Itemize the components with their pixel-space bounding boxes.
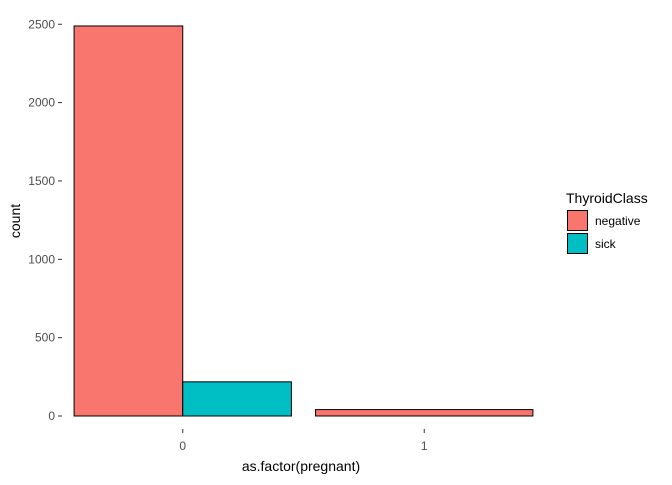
x-tick-label-0: 0 xyxy=(179,439,186,453)
legend-title: ThyroidClass xyxy=(566,190,648,206)
legend-items: negative sick xyxy=(567,210,641,254)
y-tick-label-2500: 2500 xyxy=(28,17,55,31)
y-tick-label-1500: 1500 xyxy=(28,174,55,188)
bar-negative-0 xyxy=(73,25,184,417)
y-tick-label-1000: 1000 xyxy=(28,252,55,266)
legend-label-sick: sick xyxy=(595,237,617,251)
legend-label-negative: negative xyxy=(595,214,641,228)
bar-sick-0 xyxy=(182,381,292,417)
legend-swatch-negative xyxy=(567,210,588,231)
y-axis: 0 500 1000 1500 2000 2500 xyxy=(28,17,62,423)
bars-layer xyxy=(73,25,534,417)
y-axis-title: count xyxy=(7,204,23,238)
y-tick-label-2000: 2000 xyxy=(28,96,55,110)
bar-negative-1 xyxy=(315,409,534,417)
legend: ThyroidClass negative sick xyxy=(566,190,648,254)
y-tick-label-0: 0 xyxy=(48,409,55,423)
x-tick-label-1: 1 xyxy=(421,439,428,453)
legend-swatch-sick xyxy=(567,233,588,254)
x-axis-title: as.factor(pregnant) xyxy=(242,458,360,474)
y-tick-label-500: 500 xyxy=(35,331,55,345)
